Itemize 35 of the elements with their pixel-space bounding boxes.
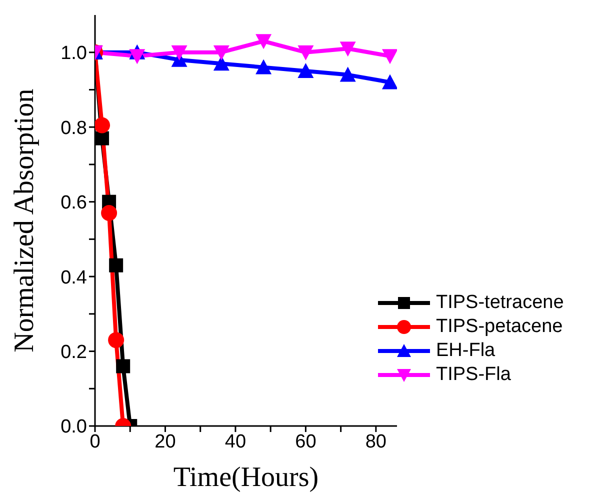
y-tick-label: 0.4 — [60, 267, 88, 288]
point — [171, 45, 188, 60]
point — [101, 205, 118, 222]
point — [382, 74, 397, 90]
legend-label: EH-Fla — [436, 340, 496, 362]
x-tick-label: 20 — [154, 431, 176, 452]
y-tick-label: 0.0 — [60, 416, 87, 438]
point — [340, 66, 356, 82]
point — [382, 49, 397, 64]
legend-label: TIPS-petacene — [436, 316, 563, 338]
point — [95, 117, 110, 134]
legend-label: TIPS-tetracene — [436, 292, 564, 314]
point — [256, 59, 272, 74]
point — [109, 258, 124, 272]
point — [95, 131, 110, 146]
point — [298, 45, 314, 60]
point — [213, 45, 230, 60]
x-tick-label: 0 — [90, 431, 100, 452]
x-tick-label: 80 — [365, 431, 386, 452]
x-tick-label: 60 — [295, 431, 316, 452]
point — [256, 34, 272, 50]
y-tick-label: 0.6 — [60, 192, 87, 214]
y-tick-label: 0.8 — [60, 118, 87, 139]
y-axis-title: Normalized Absorption — [9, 88, 40, 352]
point — [298, 63, 314, 78]
point — [129, 49, 146, 64]
x-tick-label: 40 — [224, 431, 246, 452]
point — [108, 332, 124, 348]
y-tick-label: 1.0 — [60, 43, 87, 64]
point — [116, 359, 130, 374]
legend-label: TIPS-Fla — [436, 364, 511, 386]
point — [213, 56, 230, 71]
point — [340, 42, 356, 57]
y-tick-label: 0.2 — [60, 342, 87, 364]
x-axis-title: Time(Hours) — [173, 462, 319, 493]
